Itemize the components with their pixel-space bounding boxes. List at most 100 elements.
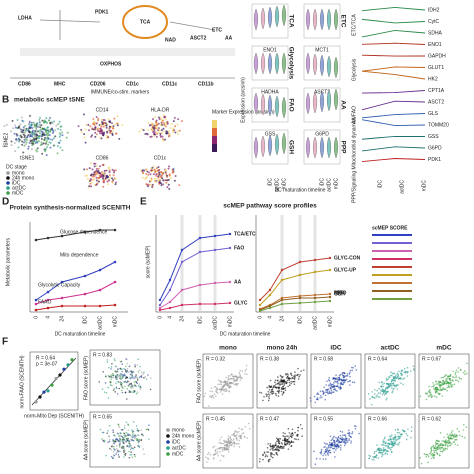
scatter-point [334,456,336,458]
tsne-point [38,116,41,119]
scatter-point [114,391,117,393]
scatter-point [435,396,438,398]
scatter-point [391,372,394,375]
scatter-point [338,376,340,379]
map-point [99,136,102,139]
map-point [94,131,97,134]
scatter-point [273,385,275,387]
scatter-point [269,385,271,388]
scatter-point [343,444,346,447]
legend-title: DC stage [6,164,27,170]
scatter-point [347,380,349,383]
scatter-point [220,380,223,383]
scatter-point [343,381,346,384]
scatter-point [277,445,280,448]
scatter-point [278,449,281,452]
scatter-point [439,448,442,450]
tsne-point [48,116,51,119]
scatter-point [107,397,110,399]
map-point [155,135,158,138]
tick-label: mDC [281,178,287,190]
legend-swatch [6,186,10,190]
scatter-point [389,448,392,451]
scatter-point [388,376,391,379]
map-point [100,125,103,128]
scatter-point [454,379,457,382]
series-label: FAAO [38,299,51,305]
scatter-point [404,371,407,374]
scatter-point [265,454,267,456]
scatter-point [120,389,123,392]
tsne-point [38,132,41,135]
scatter-point [269,448,272,451]
scatter-point [348,438,351,440]
scatter-point [124,385,126,388]
scatter-point [236,442,238,445]
scatter-point [236,376,239,378]
map-point [153,132,156,135]
map-point [102,121,105,124]
series-point [60,234,64,238]
scatter-point [391,441,394,444]
scatter-point [277,438,279,441]
scatter-point [353,381,356,384]
scatter-point [137,430,140,432]
scatter-point [258,460,261,463]
scatter-point [442,379,445,382]
map-point [115,132,118,135]
scatter-point [355,425,357,428]
scatter-point [227,378,229,381]
series-line [35,304,116,311]
scatter-point [327,388,330,391]
scatter-point [124,454,127,456]
map-point [166,179,169,182]
tsne-point [58,141,61,144]
scatter-point [438,380,440,383]
scatter-point [271,449,274,451]
scatter-point [420,462,423,465]
map-point [159,175,162,178]
scatter-point [295,434,298,437]
scatter-point [108,366,110,369]
scatter-point [335,381,337,383]
scatter-point [277,392,280,394]
scatter-point [99,428,102,431]
scatter-point [128,385,130,387]
scatter-point [262,399,264,402]
scatter-point [123,374,125,377]
map-point [147,128,150,131]
scatter-point [116,448,118,450]
tsne-point [30,142,33,145]
scatter-point [454,371,457,374]
scatter-point [403,367,406,370]
scatter-point [397,437,399,440]
series-point [313,270,317,274]
scatter-point [114,434,116,437]
scatter-point [336,381,339,383]
scatter-point [113,442,116,445]
violin [333,8,339,31]
scatter-point [432,444,435,447]
scatter-point [449,433,451,436]
scatter-point [383,448,385,451]
scatter-point [388,447,390,449]
tsne-point [39,126,42,129]
scatter-point [111,363,113,365]
scatter-point [384,453,386,455]
series-point [46,306,50,310]
scatter-point [115,445,118,447]
map-point [176,123,179,126]
scatter-point [137,438,139,441]
profile-line [361,100,426,111]
scatter-point [114,441,116,443]
tsne-point [28,141,31,144]
scatter-point [287,427,290,430]
scatter-point [267,399,270,402]
scatter-point [105,375,107,377]
legend-label: actDC [12,185,26,191]
scatter-point [456,444,459,446]
scatter-point [220,436,223,439]
scatter-point [103,441,106,443]
tsne-point [59,139,62,142]
series-line [159,281,231,309]
